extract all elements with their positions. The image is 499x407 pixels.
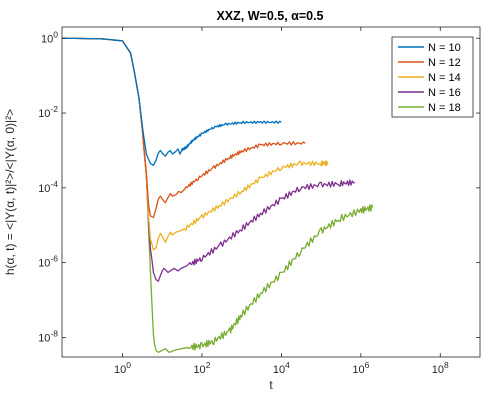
series-line [61, 37, 329, 251]
series-layer [61, 37, 374, 353]
legend-label: N = 12 [428, 57, 461, 69]
legend-label: N = 18 [428, 102, 461, 114]
series-line [61, 37, 374, 353]
series-line [61, 37, 306, 219]
y-axis-label: h(α, t) = <|Y(α, t)|²>/<|Y(α, 0)|²> [3, 109, 17, 275]
chart-title: XXZ, W=0.5, α=0.5 [216, 9, 323, 23]
legend-label: N = 14 [428, 72, 461, 84]
x-axis-label: t [269, 378, 273, 392]
legend-label: N = 16 [428, 87, 461, 99]
series-line [61, 37, 355, 282]
legend-label: N = 10 [428, 42, 461, 54]
legend: N = 10 N = 12 N = 14 N = 16 N = 18 [391, 36, 474, 118]
series-line [61, 37, 282, 166]
